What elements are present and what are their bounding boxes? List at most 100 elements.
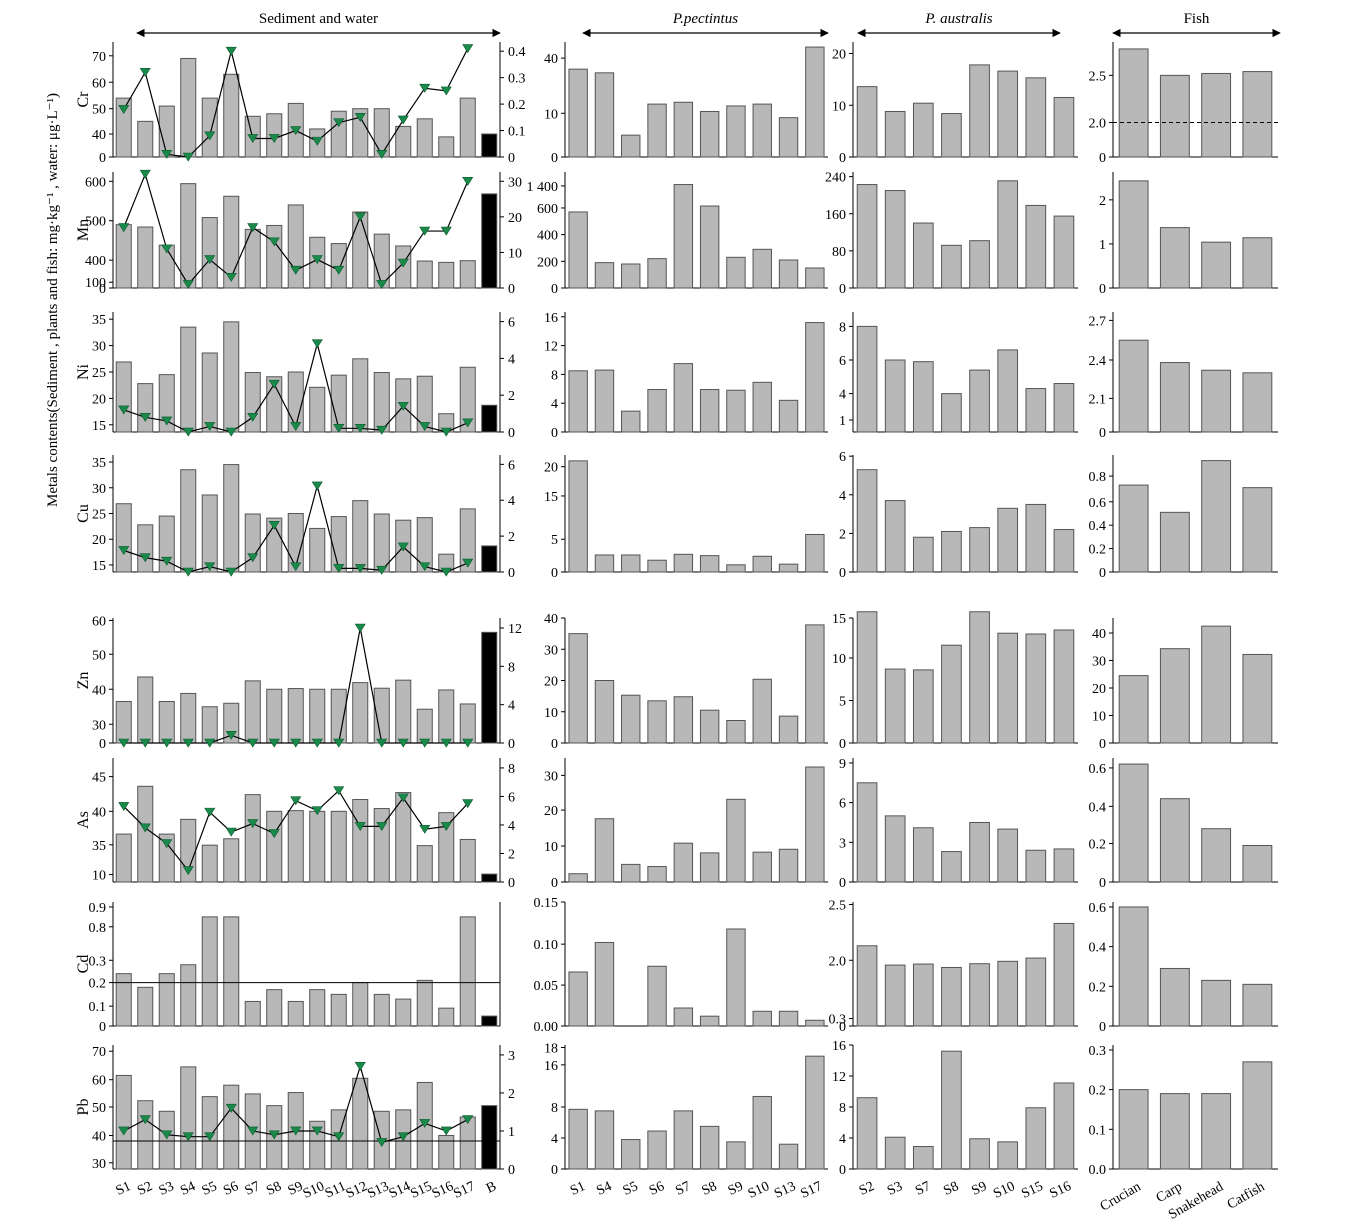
point-S6 [225,1103,237,1113]
y-tick-label: 0 [1099,151,1106,166]
point-S4 [182,866,194,876]
bar-S15 [416,260,433,289]
panel-Cu-2: 0 2 4 6 [839,450,1078,581]
y-tick-label: 0.2 [89,977,107,992]
bar-S9 [287,371,304,433]
bar-Carp [1159,1093,1190,1170]
y2-tick-label: 2 [508,847,515,862]
y-tick-label: 15 [92,419,106,434]
bar-S15 [416,845,433,883]
bar-S3 [884,815,906,883]
point-S12 [354,1062,366,1071]
x-tick-label-B: B [484,1179,499,1197]
bar-Crucian [1118,1089,1149,1170]
panel-Cr-1: 0 10 40 [544,42,828,166]
y-tick-label: 6 [839,797,846,812]
bar-S13 [778,715,799,744]
point-S15 [419,226,431,236]
point-S11 [333,1132,345,1142]
bar-Snakehead [1201,625,1232,744]
y2-tick-label: 2 [508,530,515,545]
y2-tick-label: 6 [508,316,515,331]
y2-tick-label: 10 [508,246,522,261]
bar-S6 [223,464,240,573]
bar-S3 [884,359,906,433]
point-S2 [139,823,151,833]
point-S7 [247,1126,259,1136]
bar-S2 [137,120,154,158]
y-tick-label: 0 [551,282,558,297]
y-tick-label: 60 [92,615,106,630]
y-tick-label: 4 [551,397,558,412]
bar-Carp [1159,362,1190,433]
x-tick-label-S9: S9 [286,1179,306,1199]
y-tick-label: 0.3 [89,954,107,969]
bar-S12 [352,108,369,158]
header-0: Sediment and water [259,11,378,27]
bar-S13 [778,399,799,433]
bar-Catfish [1242,1061,1273,1170]
y-tick-label: 0 [839,737,846,752]
bar-S15 [1025,503,1047,573]
y-tick-label: 400 [85,254,106,269]
point-S1 [118,105,130,114]
y-tick-label: 8 [551,368,558,383]
point-S11 [333,424,345,433]
bar-S8 [699,1125,720,1170]
y-tick-label: 0.8 [89,921,107,936]
y-tick-label: 0 [551,1163,558,1178]
y-tick-label: 40 [92,1130,106,1145]
bar-S10 [997,632,1019,744]
panel-Ni-1: 0 4 8 12 16 [544,311,828,441]
bar-S9 [726,105,746,158]
point-S13 [376,822,388,831]
y-tick-label: 600 [85,175,106,190]
bar-Snakehead [1201,460,1232,573]
point-S9 [290,738,302,748]
y-tick-label: 10 [832,652,846,667]
x-tick-label-S2: S2 [857,1179,877,1199]
bar-S1 [568,873,588,883]
x-tick-label-S3: S3 [885,1179,905,1199]
y-tick-label: 0 [99,282,106,297]
x-tick-label-S7: S7 [243,1179,263,1199]
bar-S1 [568,971,588,1027]
bar-S16 [438,136,455,158]
y-tick-label: 20 [544,461,558,476]
point-S7 [247,134,259,144]
panel-Pb-1: 0 4 8 16 18 S1 S4 S5 S6 S7 S8 S9 S10 S13 S17 [544,1041,828,1202]
y-tick-label: 5 [839,695,846,710]
panel-Cu-3: 0 0.2 0.4 0.6 0.8 [1089,455,1278,581]
bar-S4 [180,326,197,433]
bar-Crucian [1118,484,1149,573]
bar-S8 [941,393,962,433]
y-tick-label: 2.7 [1089,314,1107,329]
bar-S9 [969,611,990,744]
bar-S17 [805,322,825,433]
bar-S3 [158,833,175,883]
bar-S1 [115,701,132,744]
bar-S13 [778,259,799,289]
y-tick-label: 10 [544,706,558,721]
point-S2 [139,169,151,179]
y-tick-label: 20 [544,675,558,690]
bar-Catfish [1242,983,1273,1027]
y-tick-label: 30 [92,340,106,355]
y-tick-label: 70 [92,50,106,65]
panel-Cd-1: 0.00 0.05 0.10 0.15 [534,896,828,1035]
bar-S16 [438,812,455,883]
y-tick-label: 240 [825,171,846,186]
x-tick-label-S17: S17 [798,1179,824,1202]
bar-Carp [1159,648,1190,744]
bar-Crucian [1118,675,1149,744]
bar-S9 [287,513,304,573]
bar-Catfish [1242,844,1273,883]
y-tick-label: 0 [551,737,558,752]
bar-S2 [856,325,878,433]
bar-S16 [1053,96,1075,158]
bar-S4 [180,183,197,289]
y-tick-label: 0 [839,1163,846,1178]
point-S1 [118,802,130,811]
bar-S5 [201,844,218,883]
